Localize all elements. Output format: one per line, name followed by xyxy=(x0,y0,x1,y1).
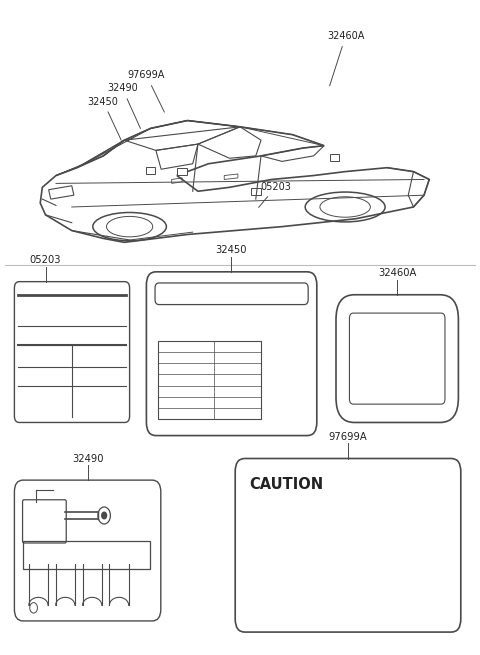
Text: 32460A: 32460A xyxy=(327,31,364,86)
Text: 32490: 32490 xyxy=(107,83,141,128)
Text: 97699A: 97699A xyxy=(329,432,367,442)
Polygon shape xyxy=(146,166,156,174)
Text: 32490: 32490 xyxy=(72,454,104,464)
Text: 05203: 05203 xyxy=(259,181,291,208)
Text: 05203: 05203 xyxy=(30,255,61,265)
Bar xyxy=(23,541,150,569)
Text: CAUTION: CAUTION xyxy=(250,477,324,492)
Polygon shape xyxy=(251,188,261,195)
Text: 32450: 32450 xyxy=(88,96,121,140)
Polygon shape xyxy=(330,154,339,161)
Text: 32460A: 32460A xyxy=(378,269,416,278)
Text: 32450: 32450 xyxy=(216,246,247,255)
Text: 97699A: 97699A xyxy=(128,70,165,112)
Polygon shape xyxy=(178,168,187,175)
Circle shape xyxy=(102,512,107,519)
Bar xyxy=(158,341,261,419)
